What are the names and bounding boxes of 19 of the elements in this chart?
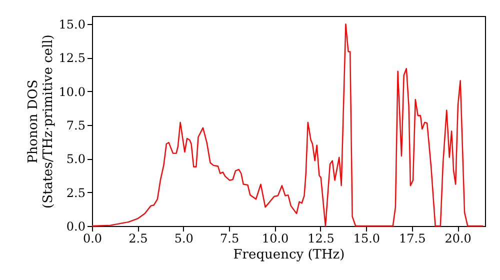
line-series [91,23,484,227]
x-tick-label: 2.5 [128,232,148,246]
y-tick-label: 10.0 [58,84,86,99]
x-tick-label: 10.0 [262,232,289,246]
x-tick-label: 15.0 [353,232,380,246]
x-tick-label: 7.5 [220,232,240,246]
y-tick-label: 7.5 [66,118,86,133]
x-tick-label: 17.5 [399,232,426,246]
x-tick-label: 20.0 [444,232,472,246]
y-axis-title: Phonon DOS (States/THz·primitive cell) [26,34,56,209]
y-tick-label: 5.0 [66,152,86,166]
y-tick-label: 12.5 [58,51,86,66]
y-tick-label: 2.5 [66,186,86,200]
x-tick-label: 5.0 [174,232,194,246]
y-tick-label: 0.0 [66,220,86,234]
x-tick-label: 12.5 [308,232,334,246]
x-tick-label: 0.0 [82,232,102,246]
x-axis-title: Frequency (THz) [233,248,345,262]
y-tick-label: 15.0 [58,18,86,32]
